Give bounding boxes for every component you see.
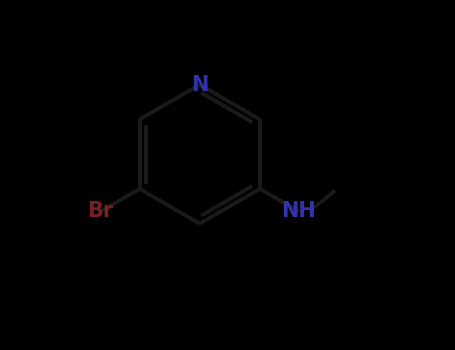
- Text: Br: Br: [87, 202, 114, 222]
- Text: N: N: [191, 75, 208, 95]
- Text: NH: NH: [282, 202, 316, 222]
